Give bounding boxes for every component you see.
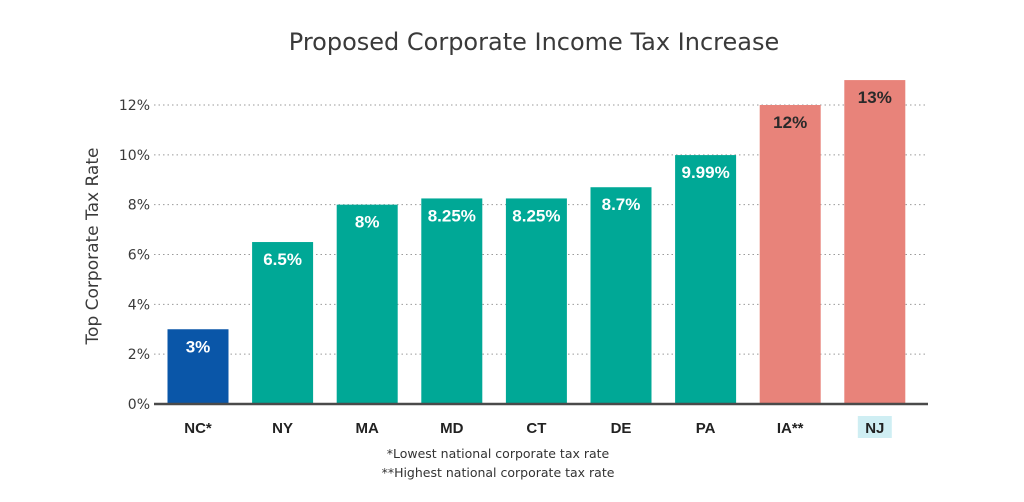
- data-label: 13%: [858, 88, 892, 107]
- bar-md: [421, 198, 483, 404]
- data-label: 9.99%: [681, 163, 729, 182]
- x-tick-label: DE: [611, 420, 632, 437]
- x-tick-label: PA: [696, 420, 716, 437]
- y-tick-label: 6%: [128, 248, 150, 264]
- x-tick-label: NY: [272, 420, 293, 437]
- y-tick-label: 10%: [119, 148, 150, 164]
- y-axis-ticks: 0% 2% 4% 6% 8% 10% 12%: [119, 98, 150, 413]
- x-tick-label: MA: [356, 420, 379, 437]
- data-label: 3%: [186, 337, 211, 356]
- data-label: 8.25%: [428, 206, 476, 225]
- bars: 3% 6.5% 8% 8.25% 8.25% 8.7% 9.99% 12% 13%: [167, 80, 906, 404]
- data-label: 6.5%: [263, 250, 302, 269]
- data-label: 8.25%: [512, 206, 560, 225]
- x-tick-label: NC*: [184, 420, 212, 437]
- x-tick-label: IA**: [777, 420, 804, 437]
- x-tick-highlight: [857, 416, 892, 438]
- bar-ct: [505, 198, 567, 404]
- footnote-highest: **Highest national corporate tax rate: [382, 465, 615, 480]
- data-label: 8.7%: [602, 195, 641, 214]
- y-axis-label: Top Corporate Tax Rate: [83, 148, 103, 346]
- bar-nj: [844, 80, 906, 404]
- footnote-lowest: *Lowest national corporate tax rate: [387, 446, 610, 461]
- x-tick-label: CT: [526, 420, 546, 437]
- chart-title: Proposed Corporate Income Tax Increase: [289, 28, 779, 56]
- bar-ny: [252, 242, 314, 404]
- bar-de: [590, 187, 652, 404]
- bar-nc: [167, 329, 229, 404]
- y-tick-label: 8%: [128, 198, 150, 214]
- x-axis-ticks: NC* NY MA MD CT DE PA IA** NJ: [184, 416, 892, 438]
- y-tick-label: 12%: [119, 98, 150, 114]
- bar-ia: [759, 105, 821, 404]
- data-label: 12%: [773, 113, 807, 132]
- data-label: 8%: [355, 213, 380, 232]
- bar-pa: [675, 155, 737, 404]
- x-tick-label: NJ: [865, 420, 884, 437]
- bar-ma: [336, 204, 398, 404]
- y-tick-label: 2%: [128, 347, 150, 363]
- x-tick-label: MD: [440, 420, 463, 437]
- y-tick-label: 4%: [128, 297, 150, 313]
- y-tick-label: 0%: [128, 397, 150, 413]
